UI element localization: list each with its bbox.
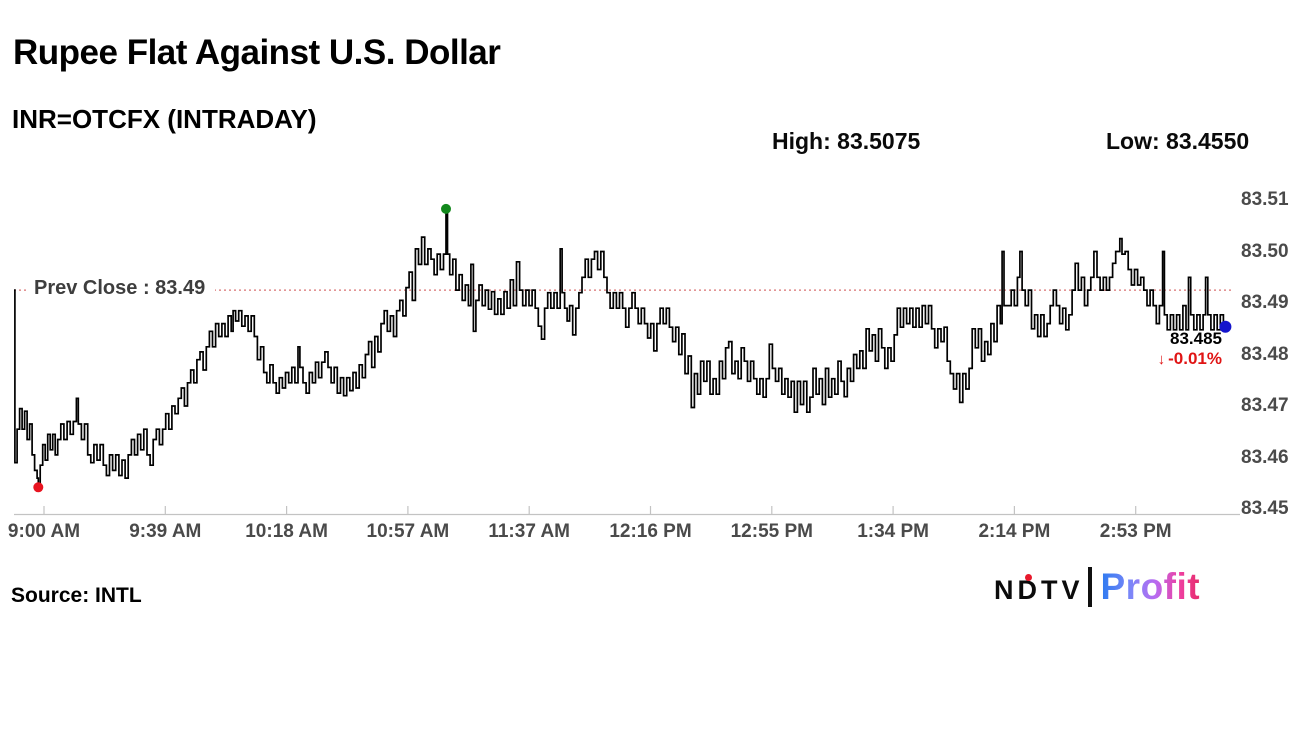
- x-axis-label: 10:57 AM: [366, 521, 450, 542]
- y-axis-label: 83.49: [1241, 292, 1289, 313]
- x-axis-label: 12:16 PM: [609, 521, 692, 542]
- last-marker: [1219, 320, 1232, 333]
- last-price-callout: 83.485 ↓ -0.01%: [1158, 329, 1222, 370]
- x-axis-label: 1:34 PM: [857, 521, 929, 542]
- ndtv-profit-logo: NDTV Profit: [994, 566, 1200, 608]
- x-axis-ticks: [43, 506, 1137, 514]
- x-axis-label: 9:39 AM: [129, 521, 202, 542]
- x-axis-label: 12:55 PM: [730, 521, 813, 542]
- y-axis-label: 83.48: [1241, 343, 1289, 365]
- ndtv-wordmark: NDTV: [994, 575, 1084, 605]
- x-axis-label: 9:00 AM: [7, 521, 81, 542]
- y-axis-label: 83.51: [1241, 189, 1289, 210]
- x-axis-label: 10:18 AM: [245, 521, 328, 542]
- last-price-value: 83.485: [1170, 329, 1222, 348]
- instrument-subtitle: INR=OTCFX (INTRADAY): [12, 103, 317, 134]
- y-axis-label: 83.46: [1241, 446, 1289, 468]
- page-title: Rupee Flat Against U.S. Dollar: [13, 33, 501, 73]
- x-axis-label: 11:37 AM: [488, 521, 571, 542]
- x-axis-label: 2:14 PM: [978, 521, 1051, 542]
- source-label: Source: INTL: [11, 584, 142, 607]
- x-axis-label: 2:53 PM: [1099, 521, 1172, 542]
- y-axis-label: 83.50: [1241, 240, 1289, 262]
- ndtv-logo-dot: [1025, 574, 1032, 581]
- low-stat: Low: 83.4550: [1106, 128, 1250, 154]
- prev-close-label: Prev Close : 83.49: [28, 276, 216, 301]
- price-change-percent: -0.01%: [1168, 349, 1222, 368]
- logo-divider: [1087, 567, 1092, 607]
- price-change: ↓ -0.01%: [1158, 349, 1222, 370]
- high-marker: [441, 203, 451, 214]
- high-stat: High: 83.5075: [772, 128, 921, 154]
- low-marker: [33, 482, 44, 493]
- down-arrow-icon: ↓: [1157, 351, 1166, 368]
- price-line: [14, 212, 1225, 485]
- y-axis-label: 83.45: [1241, 498, 1289, 519]
- y-axis-label: 83.47: [1241, 395, 1289, 416]
- profit-wordmark: Profit: [1100, 566, 1201, 607]
